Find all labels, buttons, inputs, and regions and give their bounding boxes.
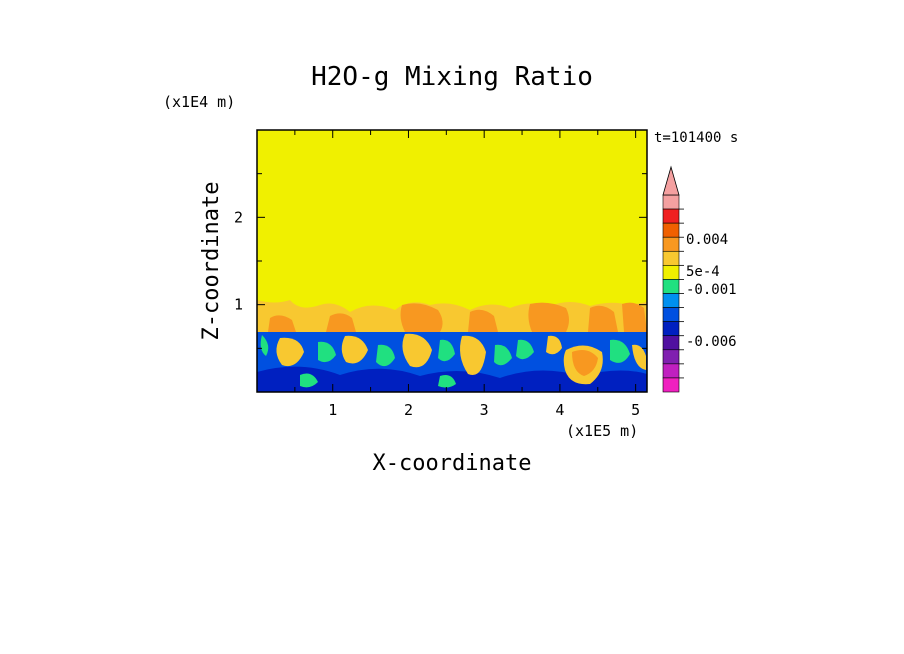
plot-area [256, 129, 648, 393]
colorbar [662, 165, 684, 393]
x-scale-label: (x1E5 m) [566, 422, 638, 440]
x-tick-label: 2 [404, 401, 413, 419]
colorbar-segment [662, 377, 680, 393]
colorbar-segment [662, 307, 680, 322]
x-axis-label: X-coordinate [373, 451, 532, 476]
transition-layer [257, 300, 647, 332]
colorbar-segment [662, 349, 680, 365]
colorbar-label: -0.006 [686, 334, 737, 350]
x-tick-label: 4 [555, 401, 564, 419]
colorbar-segment [662, 208, 680, 224]
y-scale-label: (x1E4 m) [163, 93, 235, 111]
colorbar-segment [662, 222, 680, 238]
colorbar-segment [662, 279, 680, 294]
colorbar-segment [662, 250, 680, 266]
colorbar-segment [662, 293, 680, 308]
x-tick-label: 1 [328, 401, 337, 419]
colorbar-label: 5e-4 [686, 264, 720, 280]
colorbar-segment [662, 265, 680, 280]
x-axis: 1 2 3 4 5 [294, 130, 640, 419]
x-tick-label: 5 [631, 401, 640, 419]
colorbar-segment [662, 321, 680, 337]
y-axis-label: Z-coordinate [199, 182, 224, 341]
colorbar-segment [662, 236, 680, 252]
x-tick-label: 3 [480, 401, 489, 419]
colorbar-segment [662, 194, 680, 210]
y-tick-label: 2 [234, 208, 243, 226]
mixed-layer [257, 332, 647, 392]
colorbar-extend-arrow [662, 165, 680, 196]
y-tick-label: 1 [234, 296, 243, 314]
y-axis: 12 [234, 173, 647, 349]
colorbar-label: -0.001 [686, 282, 737, 298]
colorbar-labels: 0.004 5e-4 -0.001 -0.006 [686, 232, 737, 350]
colorbar-label: 0.004 [686, 232, 728, 248]
colorbar-segment [662, 335, 680, 351]
time-label: t=101400 s [654, 130, 738, 146]
colorbar-segment [662, 363, 680, 379]
chart-title: H2O-g Mixing Ratio [311, 62, 593, 92]
